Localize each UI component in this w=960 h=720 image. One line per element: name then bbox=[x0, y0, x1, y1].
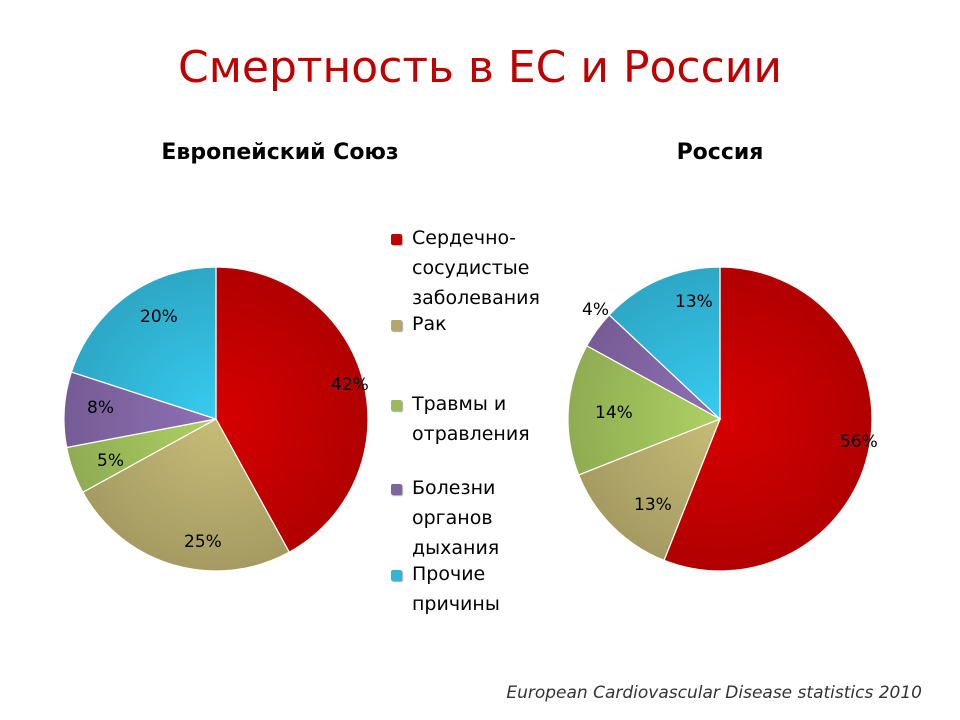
pie-slice-russia-other bbox=[608, 266, 721, 421]
pie-slice-russia-cancer bbox=[577, 417, 722, 562]
pie-slice-russia-injuries bbox=[567, 344, 722, 476]
legend-swatch-injuries bbox=[391, 400, 402, 411]
legend-swatch-cancer bbox=[391, 320, 402, 331]
legend-swatch-other bbox=[391, 570, 402, 581]
pie-slice-eu-other bbox=[70, 266, 217, 420]
slide-title: Смертность в ЕС и России bbox=[177, 42, 782, 93]
pie-slice-eu-cancer bbox=[81, 418, 291, 572]
pie-label-eu-cardiovascular: 42% bbox=[331, 375, 369, 395]
legend-label-cardiovascular: Сердечно-сосудистые заболевания bbox=[412, 227, 540, 309]
pie-label-eu-injuries: 5% bbox=[97, 451, 124, 471]
pie-label-russia-cancer: 13% bbox=[634, 495, 672, 515]
legend-swatch-respiratory bbox=[391, 484, 402, 495]
chart-title-eu: Европейский Союз bbox=[161, 140, 399, 165]
pie-label-eu-respiratory: 8% bbox=[87, 398, 114, 418]
legend-label-other: Прочие причины bbox=[412, 563, 500, 615]
pie-slice-eu-cardiovascular bbox=[215, 266, 369, 554]
pie-slice-russia-cardiovascular bbox=[663, 266, 873, 572]
legend-label-injuries: Травмы и отравления bbox=[412, 393, 530, 445]
pie-label-russia-other: 13% bbox=[675, 292, 713, 312]
pie-label-eu-other: 20% bbox=[140, 307, 178, 327]
pie-chart-eu: 42% 25% 5% 8% 20% bbox=[63, 266, 369, 572]
pie-label-russia-cardiovascular: 56% bbox=[840, 432, 878, 452]
source-note: European Cardiovascular Disease statisti… bbox=[506, 683, 922, 703]
pie-label-russia-respiratory: 4% bbox=[582, 300, 609, 320]
pie-chart-russia: 56% 13% 14% 4% 13% bbox=[567, 266, 878, 572]
pie-label-eu-cancer: 25% bbox=[184, 532, 222, 552]
legend-label-respiratory: Болезни органов дыхания bbox=[412, 477, 500, 559]
legend-swatch-cardiovascular bbox=[391, 234, 402, 245]
pie-label-russia-injuries: 14% bbox=[595, 403, 633, 423]
legend-label-cancer: Рак bbox=[412, 313, 447, 335]
chart-title-russia: Россия bbox=[676, 140, 764, 165]
